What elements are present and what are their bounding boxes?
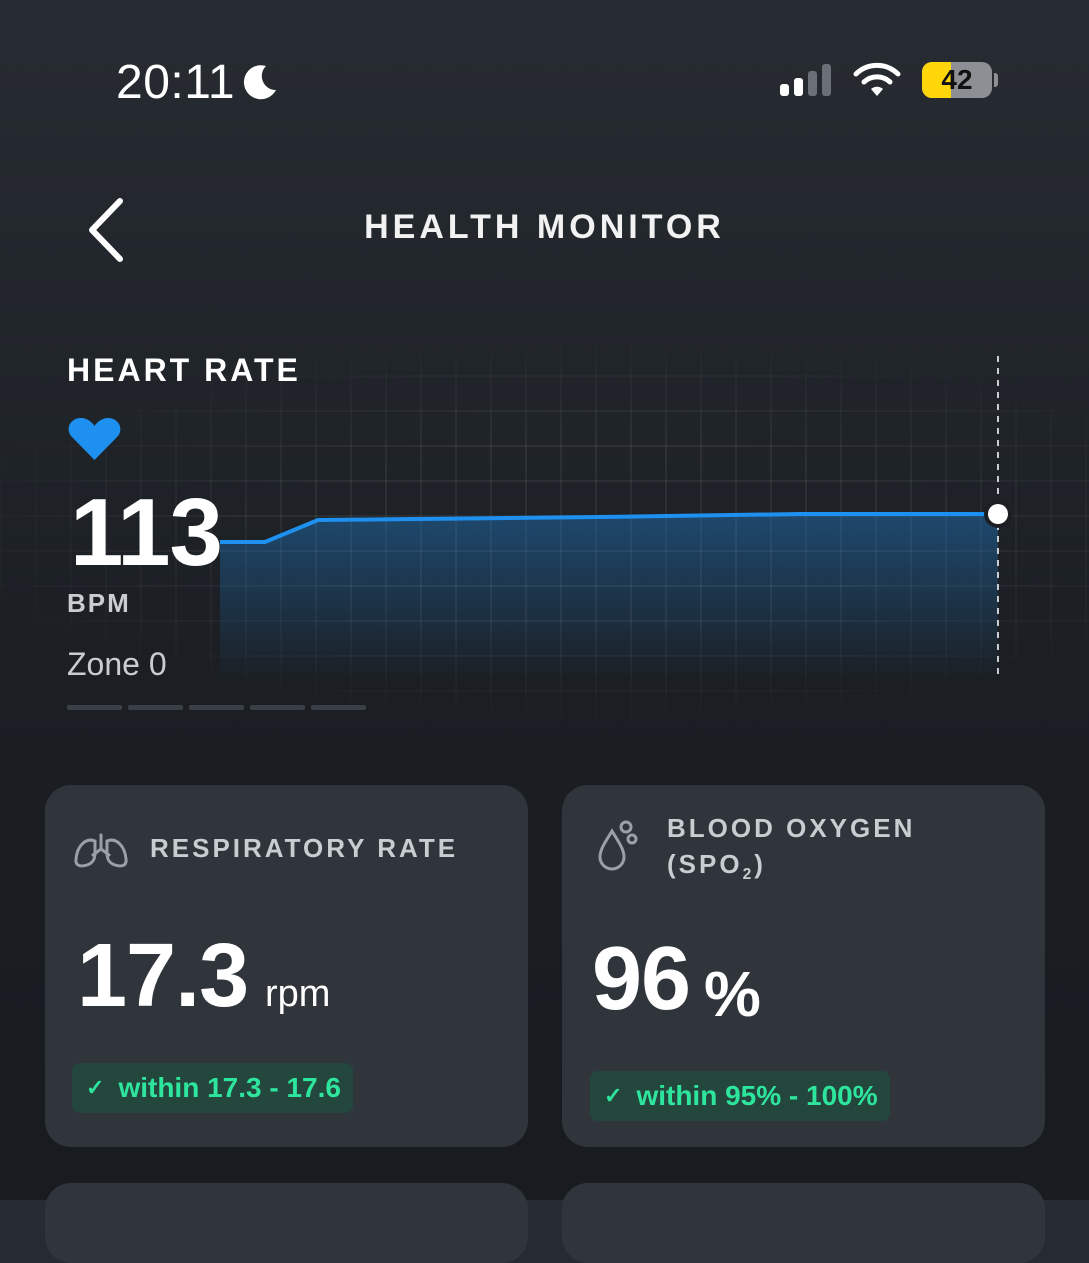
moon-icon [243,65,276,100]
heart-rate-value: 113 [70,479,223,586]
cellular-signal-icon [780,64,831,96]
blood-oxygen-range-text: within 95% - 100% [636,1080,878,1111]
blood-oxygen-range-badge: ✓ within 95% - 100% [590,1071,890,1121]
heart-rate-unit: BPM [67,588,131,618]
check-icon: ✓ [604,1083,623,1108]
respiratory-rate-unit: rpm [265,973,331,1015]
blood-oxygen-unit: % [704,958,761,1030]
battery-tip [994,73,998,87]
blood-oxygen-card[interactable]: BLOOD OXYGEN (SPO2) 96 % ✓ within 95% - … [562,785,1045,1147]
respiratory-rate-value: 17.3 [77,926,249,1026]
heart-rate-area [220,514,998,680]
page-title: HEALTH MONITOR [364,208,725,246]
blood-oxygen-title: BLOOD OXYGEN (SPO2) [667,810,915,893]
lungs-icon [74,833,128,868]
heart-icon [68,418,121,460]
respiratory-rate-title: RESPIRATORY RATE [150,833,459,863]
back-chevron-icon[interactable] [80,195,130,265]
status-time: 20:11 [116,56,236,109]
heart-rate-zone: Zone 0 [67,646,167,682]
next-card-left[interactable] [45,1183,528,1263]
heart-rate-title: HEART RATE [67,352,301,388]
droplet-icon [598,820,638,871]
respiratory-rate-card[interactable]: RESPIRATORY RATE 17.3 rpm ✓ within 17.3 … [45,785,528,1147]
check-icon: ✓ [86,1075,105,1100]
battery-level: 42 [941,64,973,95]
respiratory-range-text: within 17.3 - 17.6 [118,1072,341,1103]
zone-indicator [67,705,366,710]
wifi-icon [853,62,901,96]
respiratory-range-badge: ✓ within 17.3 - 17.6 [72,1063,353,1113]
blood-oxygen-title-line1: BLOOD OXYGEN [667,813,916,843]
next-card-right[interactable] [562,1183,1045,1263]
blood-oxygen-value: 96 [592,929,691,1029]
battery-icon: 42 [922,62,992,98]
heart-rate-chart [220,356,1012,680]
blood-oxygen-title-line2: (SPO2) [667,849,766,884]
heart-rate-line [220,512,998,544]
